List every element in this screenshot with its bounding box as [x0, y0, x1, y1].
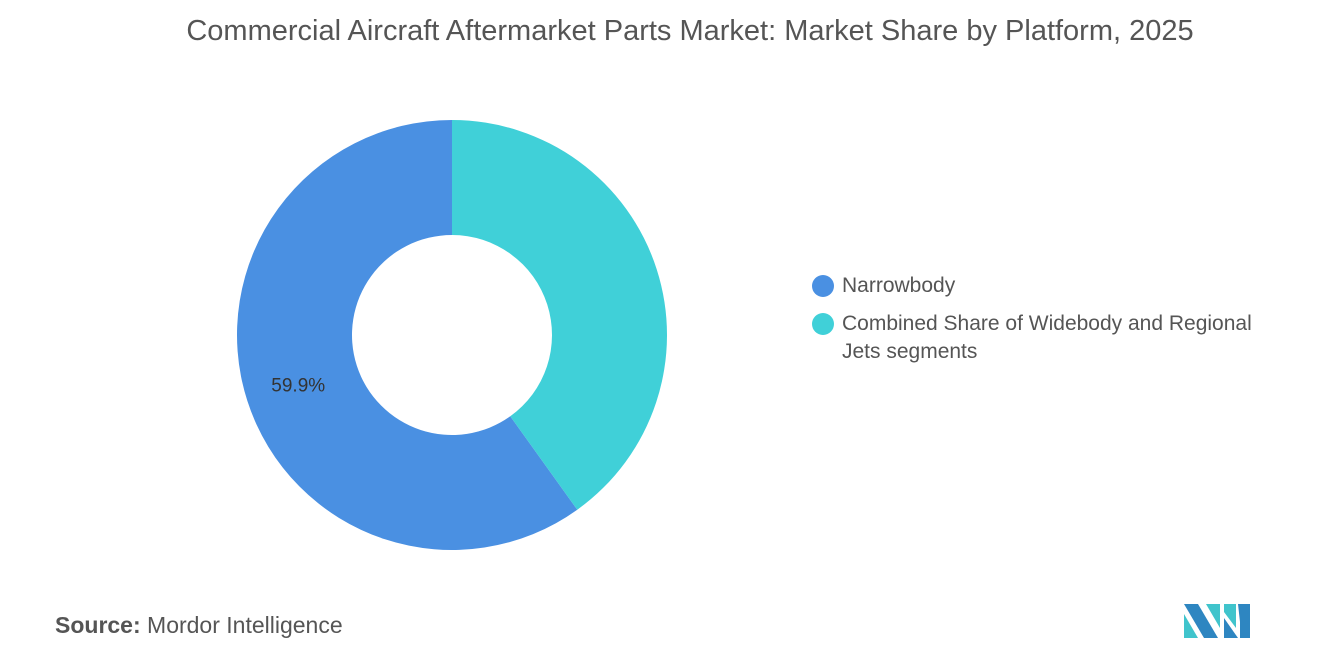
legend-label: Combined Share of Widebody and Regional …: [842, 312, 1252, 363]
legend-item-narrowbody: Narrowbody: [812, 272, 1292, 300]
legend-swatch: [812, 313, 834, 335]
legend-item-widebody-regional: Combined Share of Widebody and Regional …: [812, 310, 1292, 366]
legend: Narrowbody Combined Share of Widebody an…: [812, 272, 1292, 376]
source-note: Source: Mordor Intelligence: [55, 612, 343, 639]
donut-slice-0: [236, 120, 578, 551]
donut-slice-1: [452, 120, 667, 510]
legend-swatch: [812, 275, 834, 297]
source-value: Mordor Intelligence: [147, 612, 343, 638]
legend-label: Narrowbody: [842, 274, 956, 297]
source-label: Source:: [55, 612, 141, 638]
data-label-0: 59.9%: [271, 375, 325, 396]
chart-title: Commercial Aircraft Aftermarket Parts Ma…: [186, 15, 1194, 47]
mordor-intelligence-logo: [1184, 604, 1250, 638]
